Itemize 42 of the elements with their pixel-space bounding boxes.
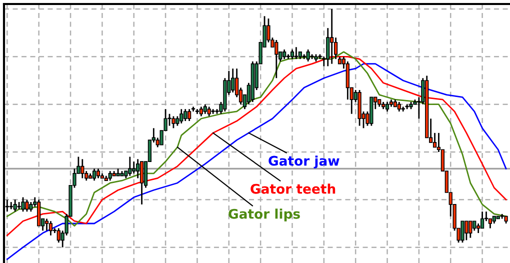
candlestick <box>306 48 310 62</box>
candlestick <box>480 210 484 229</box>
candlestick <box>282 48 286 60</box>
candlestick <box>80 158 84 179</box>
candlestick <box>92 168 96 182</box>
text: Gator teeth <box>250 184 336 194</box>
candlestick <box>346 60 350 100</box>
candlestick <box>203 104 207 115</box>
candlestick <box>29 201 33 212</box>
candlestick <box>108 170 112 182</box>
candlestick <box>180 108 184 124</box>
candlestick <box>432 132 437 148</box>
candlestick <box>44 218 49 232</box>
candlestick <box>132 160 136 174</box>
candlestick <box>330 8 334 65</box>
candlestick <box>290 48 294 60</box>
candlestick <box>128 156 132 177</box>
candlestick <box>199 106 203 117</box>
candlestick <box>48 220 53 236</box>
candlestick <box>476 222 480 234</box>
candlestick <box>460 220 464 244</box>
candlestick <box>184 108 188 122</box>
candlestick <box>187 108 192 122</box>
candlestick <box>96 168 100 179</box>
candlestick <box>385 101 390 112</box>
candlestick <box>266 18 270 44</box>
text: Gator jaw <box>268 156 340 168</box>
candlestick <box>21 196 25 212</box>
text: Gator lips <box>228 208 300 222</box>
candlestick <box>231 68 235 94</box>
candlestick <box>56 228 60 244</box>
candlestick <box>274 39 278 79</box>
candlestick <box>37 198 41 227</box>
candlestick <box>25 198 29 212</box>
candlestick <box>464 220 468 241</box>
candlestick <box>207 106 211 117</box>
candlestick <box>140 160 144 206</box>
candlestick <box>172 116 176 129</box>
candlestick <box>468 220 472 238</box>
candlestick <box>472 220 476 232</box>
candlestick <box>13 198 17 212</box>
candlestick <box>397 101 401 112</box>
